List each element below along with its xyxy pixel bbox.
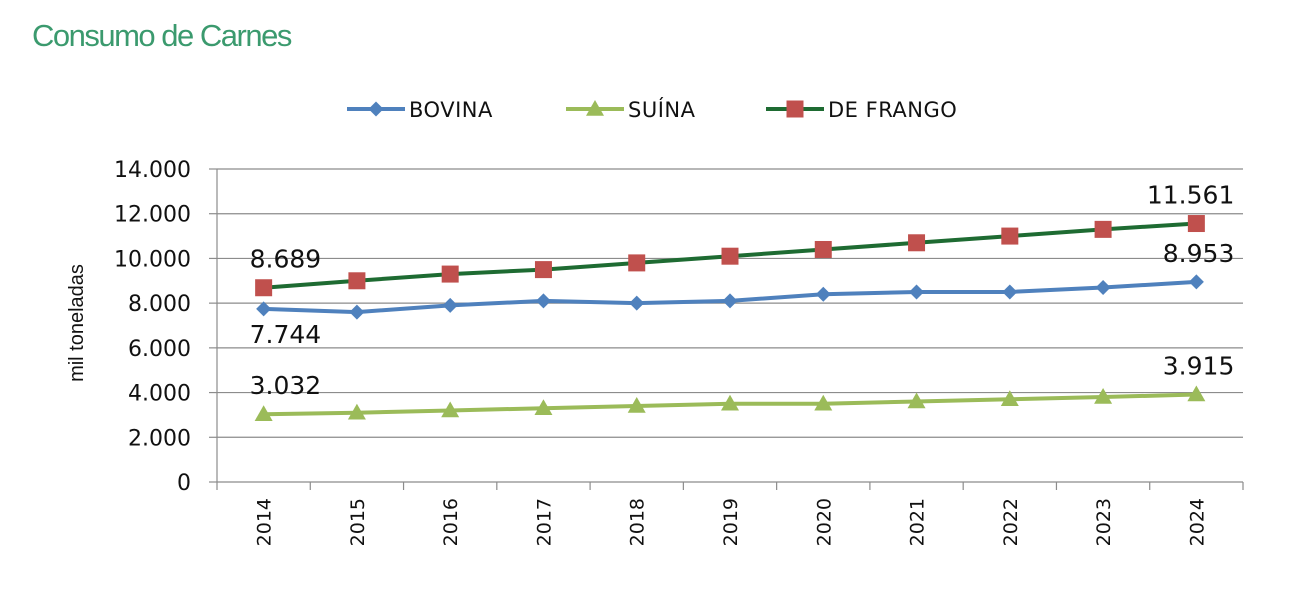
data-point-de-frango [348, 272, 366, 290]
data-point-su-na [627, 396, 646, 413]
legend-item-su-na: SUÍNA [566, 97, 696, 122]
data-label: 11.561 [1147, 181, 1234, 210]
data-label: 7.744 [250, 320, 322, 349]
data-labels: 8.689 11.561 7.744 8.953 3.032 3.915 [250, 181, 1235, 401]
y-tick-label: 6.000 [128, 337, 191, 362]
data-label: 8.953 [1163, 239, 1235, 268]
legend-label: DE FRANGO [828, 98, 957, 122]
data-point-bovina [629, 295, 645, 311]
legend-item-bovina: BOVINA [347, 98, 493, 122]
data-point-bovina [1002, 284, 1018, 300]
data-point-bovina [722, 293, 738, 309]
data-point-de-frango [908, 234, 926, 252]
data-point-su-na [1187, 385, 1206, 402]
x-tick-label: 2023 [1093, 498, 1115, 546]
data-point-bovina [256, 301, 272, 317]
legend: BOVINA SUÍNA DE FRANGO [347, 97, 957, 122]
legend-marker [586, 100, 604, 116]
data-point-su-na [1094, 388, 1113, 404]
data-point-de-frango [1187, 215, 1205, 233]
x-tick-label: 2016 [440, 498, 462, 546]
y-tick-label: 4.000 [128, 382, 191, 407]
y-axis-label: mil toneladas [66, 264, 88, 382]
y-tick-label: 12.000 [114, 203, 191, 228]
x-tick-label: 2021 [907, 498, 929, 546]
x-tick-label: 2020 [813, 498, 835, 546]
data-point-de-frango [814, 240, 832, 258]
data-point-bovina [442, 297, 458, 313]
y-tick-label: 2.000 [128, 426, 191, 451]
data-point-de-frango [534, 261, 552, 279]
series-de-frango [255, 215, 1205, 297]
data-point-de-frango [1094, 220, 1112, 238]
x-tick-label: 2015 [347, 498, 369, 546]
gridlines [217, 168, 1243, 438]
data-point-bovina [1095, 279, 1111, 295]
data-point-su-na [907, 392, 926, 409]
legend-marker [786, 100, 804, 118]
x-tick-label: 2014 [254, 498, 276, 546]
series-su-na [254, 385, 1206, 421]
legend-label: BOVINA [409, 98, 493, 122]
data-label: 8.689 [250, 245, 322, 274]
legend-label: SUÍNA [628, 97, 696, 122]
data-point-de-frango [721, 247, 739, 265]
x-tick-label: 2018 [627, 498, 649, 546]
y-tick-label: 14.000 [114, 158, 191, 183]
data-point-su-na [1000, 390, 1019, 407]
data-point-su-na [441, 401, 460, 418]
data-point-bovina [815, 286, 831, 302]
legend-marker [368, 101, 384, 117]
y-tick-label: 10.000 [114, 247, 191, 272]
data-point-su-na [534, 399, 553, 415]
data-point-de-frango [628, 254, 646, 272]
x-tick-label: 2022 [1000, 498, 1022, 546]
data-point-su-na [347, 403, 366, 420]
x-tick-label: 2024 [1186, 498, 1208, 546]
page-title: Consumo de Carnes [32, 18, 292, 53]
series [254, 215, 1206, 421]
data-point-de-frango [255, 279, 273, 297]
data-label: 3.032 [250, 371, 322, 400]
series-bovina [256, 274, 1204, 320]
data-point-de-frango [441, 265, 459, 283]
x-axis-ticks: 2014 2015 2016 2017 2018 2019 2020 2021 2022 2023… [254, 498, 1209, 546]
data-point-bovina [909, 284, 925, 300]
data-point-su-na [254, 405, 273, 421]
data-point-bovina [535, 293, 551, 309]
axes [209, 168, 1244, 490]
legend-item-de-frango: DE FRANGO [766, 98, 957, 122]
y-tick-label: 8.000 [128, 292, 191, 317]
x-tick-label: 2017 [533, 498, 555, 546]
x-tick-label: 2019 [720, 498, 742, 546]
data-point-bovina [1188, 274, 1204, 290]
data-label: 3.915 [1163, 351, 1235, 380]
y-tick-label: 0 [177, 471, 191, 496]
data-point-de-frango [1001, 227, 1019, 245]
y-axis-ticks: 0 2.000 4.000 6.000 8.000 10.000 12.000 14.000 [114, 158, 191, 496]
data-point-su-na [814, 394, 833, 411]
data-point-su-na [721, 394, 739, 411]
data-point-bovina [349, 304, 365, 320]
